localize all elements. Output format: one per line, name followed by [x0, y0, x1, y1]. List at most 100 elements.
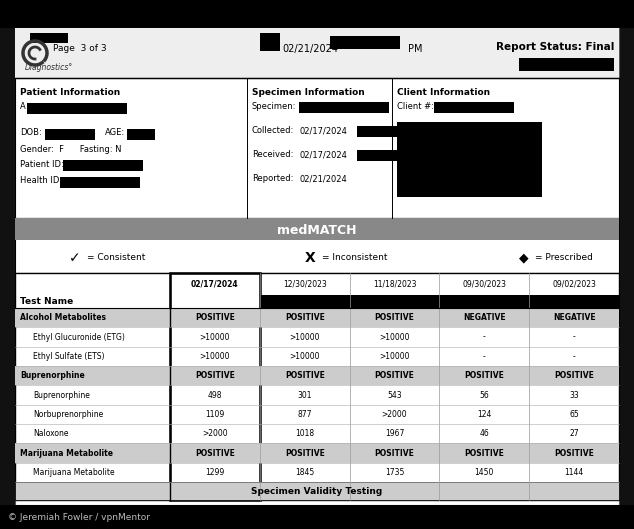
- Text: -: -: [483, 352, 486, 361]
- Text: Marijuana Metabolite: Marijuana Metabolite: [33, 468, 115, 477]
- Text: Gender:  F      Fasting: N: Gender: F Fasting: N: [20, 145, 122, 154]
- Bar: [170, 273, 260, 500]
- Text: 02/17/2024: 02/17/2024: [299, 150, 347, 159]
- Text: 1109: 1109: [205, 410, 224, 419]
- Text: ◆: ◆: [519, 251, 529, 264]
- Bar: [434, 102, 514, 113]
- Text: 02/17/2024: 02/17/2024: [299, 126, 347, 135]
- Text: >2000: >2000: [202, 429, 228, 438]
- Text: Specimen:: Specimen:: [252, 102, 296, 111]
- Text: = Inconsistent: = Inconsistent: [322, 253, 387, 262]
- Bar: [15, 366, 619, 385]
- Text: medMATCH: medMATCH: [277, 223, 357, 236]
- Text: >10000: >10000: [290, 352, 320, 361]
- Text: POSITIVE: POSITIVE: [464, 371, 504, 380]
- Bar: [260, 295, 619, 308]
- Text: 46: 46: [479, 429, 489, 438]
- Text: X: X: [304, 251, 315, 265]
- Text: >10000: >10000: [200, 333, 230, 342]
- Bar: [15, 28, 619, 78]
- Text: Report Status: Final: Report Status: Final: [496, 42, 614, 52]
- Text: Patient Information: Patient Information: [20, 88, 120, 97]
- Text: 11/18/2023: 11/18/2023: [373, 279, 417, 288]
- Text: 12/30/2023: 12/30/2023: [283, 279, 327, 288]
- Bar: [0, 505, 634, 529]
- Bar: [63, 160, 143, 171]
- Text: 02/17/2024: 02/17/2024: [191, 279, 239, 288]
- Text: = Prescribed: = Prescribed: [535, 253, 593, 262]
- Text: 33: 33: [569, 390, 579, 399]
- Text: = Consistent: = Consistent: [87, 253, 145, 262]
- Text: 09/02/2023: 09/02/2023: [552, 279, 596, 288]
- Bar: [30, 33, 68, 43]
- Bar: [15, 78, 619, 218]
- Bar: [15, 443, 619, 463]
- Text: Buprenorphine: Buprenorphine: [20, 371, 85, 380]
- Text: Test Name: Test Name: [20, 296, 74, 306]
- Text: 02/21/2024: 02/21/2024: [282, 44, 338, 54]
- Text: Ethyl Sulfate (ETS): Ethyl Sulfate (ETS): [33, 352, 105, 361]
- Text: 1735: 1735: [385, 468, 404, 477]
- Text: 1450: 1450: [475, 468, 494, 477]
- Text: 1299: 1299: [205, 468, 224, 477]
- Text: Collected:: Collected:: [252, 126, 294, 135]
- Text: ✓: ✓: [69, 251, 81, 265]
- Text: Alcohol Metabolites: Alcohol Metabolites: [20, 313, 106, 322]
- Text: POSITIVE: POSITIVE: [285, 313, 325, 322]
- Bar: [15, 218, 619, 240]
- Text: >2000: >2000: [382, 410, 407, 419]
- Bar: [357, 150, 402, 161]
- Text: -: -: [573, 352, 576, 361]
- Text: Specimen Validity Testing: Specimen Validity Testing: [251, 487, 383, 496]
- Bar: [45, 129, 95, 140]
- Text: POSITIVE: POSITIVE: [464, 449, 504, 458]
- Text: POSITIVE: POSITIVE: [554, 449, 594, 458]
- Text: 1845: 1845: [295, 468, 314, 477]
- Text: © Jeremiah Fowler / vpnMentor: © Jeremiah Fowler / vpnMentor: [8, 513, 150, 522]
- Text: 27: 27: [569, 429, 579, 438]
- Text: POSITIVE: POSITIVE: [195, 313, 235, 322]
- Text: >10000: >10000: [290, 333, 320, 342]
- Text: 65: 65: [569, 410, 579, 419]
- Bar: [15, 482, 619, 500]
- Text: >10000: >10000: [379, 352, 410, 361]
- Text: AGE:: AGE:: [105, 128, 125, 137]
- Text: 1018: 1018: [295, 429, 314, 438]
- Text: >10000: >10000: [379, 333, 410, 342]
- Text: 1967: 1967: [385, 429, 404, 438]
- Text: Health ID:: Health ID:: [20, 176, 62, 185]
- Text: Ethyl Glucuronide (ETG): Ethyl Glucuronide (ETG): [33, 333, 125, 342]
- Text: POSITIVE: POSITIVE: [285, 371, 325, 380]
- Text: Client #:: Client #:: [397, 102, 434, 111]
- Text: 498: 498: [208, 390, 222, 399]
- Bar: [519, 58, 614, 71]
- Text: POSITIVE: POSITIVE: [375, 371, 415, 380]
- Text: NEGATIVE: NEGATIVE: [463, 313, 505, 322]
- Text: Page  3 of 3: Page 3 of 3: [53, 44, 107, 53]
- Text: POSITIVE: POSITIVE: [195, 449, 235, 458]
- Text: A: A: [20, 102, 26, 111]
- Bar: [260, 33, 280, 51]
- Text: -: -: [573, 333, 576, 342]
- Text: Diagnostics°: Diagnostics°: [25, 63, 74, 72]
- Bar: [15, 273, 619, 500]
- Text: POSITIVE: POSITIVE: [375, 313, 415, 322]
- Text: 09/30/2023: 09/30/2023: [462, 279, 507, 288]
- Bar: [397, 122, 542, 197]
- Text: Marijuana Metabolite: Marijuana Metabolite: [20, 449, 113, 458]
- Text: Naloxone: Naloxone: [33, 429, 68, 438]
- Text: Patient ID:: Patient ID:: [20, 160, 64, 169]
- Bar: [60, 177, 140, 188]
- Text: 1144: 1144: [564, 468, 584, 477]
- Text: -: -: [483, 333, 486, 342]
- Text: >10000: >10000: [200, 352, 230, 361]
- Text: Specimen Information: Specimen Information: [252, 88, 365, 97]
- Text: 124: 124: [477, 410, 491, 419]
- Bar: [15, 218, 619, 273]
- Text: Buprenorphine: Buprenorphine: [33, 390, 90, 399]
- Bar: [330, 36, 400, 49]
- Text: POSITIVE: POSITIVE: [285, 449, 325, 458]
- Text: 301: 301: [297, 390, 312, 399]
- Text: POSITIVE: POSITIVE: [375, 449, 415, 458]
- Text: DOB:: DOB:: [20, 128, 42, 137]
